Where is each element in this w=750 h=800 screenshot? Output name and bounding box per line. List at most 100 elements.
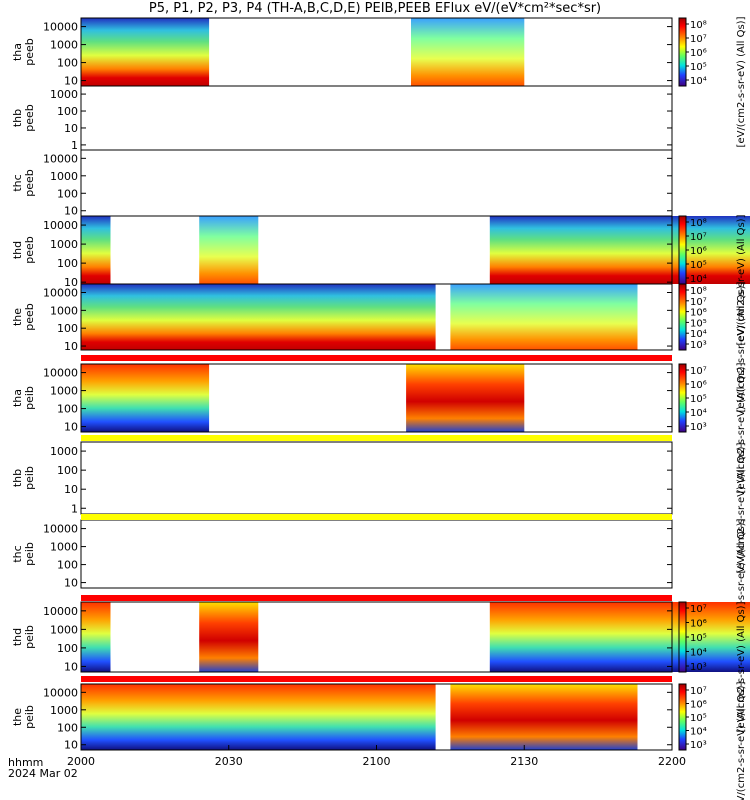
colorbar-label: [eV/(cm2-s-sr-eV) (All Qs)] [736,214,747,345]
colorbar-tick-label: 10⁶ [690,619,707,630]
y-tick-label: 10 [64,276,78,289]
y-tick-label: 100 [57,642,78,655]
y-tick-label: 10000 [43,523,78,536]
colorbar-tick-label: 10³ [690,662,707,673]
y-axis-label-probe: thb [11,109,24,127]
y-tick-label: 10 [64,340,78,353]
colorbar-tick-label: 10⁴ [690,329,707,340]
y-tick-label: 10 [64,205,78,218]
y-axis-label-instrument: peeb [23,38,36,66]
panel-frame [80,283,673,351]
colorbar-tick-label: 10⁸ [690,218,707,229]
colorbar-tick-label: 10⁴ [690,274,707,285]
y-axis-label-instrument: peib [23,625,36,649]
y-tick-label: 10000 [43,21,78,34]
y-tick-label: 10 [64,739,78,752]
y-axis-label-probe: tha [11,389,24,407]
y-tick-label: 1 [71,139,78,152]
y-tick-label: 10000 [43,686,78,699]
colorbar-tick-label: 10⁸ [690,20,707,31]
y-tick-label: 1000 [50,170,78,183]
y-tick-label: 10000 [43,219,78,232]
panel-frame [80,441,673,515]
y-tick-label: 100 [57,57,78,70]
y-axis-label-instrument: peeb [23,104,36,132]
panel-thb-peib: 1000 100 10 1 thb peib [eV/(cm2-s-sr-eV) (All … [11,441,747,573]
y-axis-label-probe: the [11,708,24,726]
panel-frame [80,363,673,433]
colorbar-tick-label: 10⁶ [690,380,707,391]
y-tick-label: 100 [57,257,78,270]
quality-flag-bar [81,355,672,361]
y-axis-label-instrument: peib [23,705,36,729]
y-tick-label: 10000 [43,367,78,380]
spectrogram-block [81,216,111,284]
y-tick-label: 10 [64,75,78,88]
y-tick-label: 1000 [50,304,78,317]
spectrogram-block [489,216,750,284]
y-tick-label: 1000 [50,39,78,52]
y-tick-label: 1 [71,502,78,515]
y-axis-label-probe: thb [11,469,24,487]
colorbar [678,363,687,433]
y-tick-label: 1000 [50,623,78,636]
spectrogram-block [450,284,638,350]
colorbar-tick-label: 10⁵ [690,633,707,644]
colorbar [678,601,687,673]
x-tick-label: 2130 [510,755,538,768]
y-axis-label-instrument: peeb [23,169,36,197]
y-tick-label: 1000 [50,385,78,398]
y-axis-label-probe: thc [11,545,24,562]
panel-frame [80,519,673,589]
colorbar-tick-label: 10⁵ [690,713,707,724]
x-tick-label: 2100 [363,755,391,768]
panel-thb-peeb: 1000 100 10 1 thb peeb [11,85,673,152]
colorbar-tick-label: 10⁷ [690,366,707,377]
colorbar-tick-label: 10⁴ [690,76,707,87]
y-tick-label: 100 [57,721,78,734]
y-tick-label: 10000 [43,605,78,618]
colorbar-tick-label: 10⁶ [690,700,707,711]
y-tick-label: 10 [64,660,78,673]
y-tick-label: 10 [64,483,78,496]
colorbar-tick-label: 10⁷ [690,232,707,243]
y-tick-label: 100 [57,403,78,416]
panel-frame [80,601,673,673]
quality-flag-bar [81,595,672,601]
colorbar-tick-label: 10⁷ [690,686,707,697]
colorbar-tick-label: 10⁶ [690,48,707,59]
quality-flag-bar [81,676,672,682]
colorbar-label: [eV/(cm2-s-sr-eV) (All Qs)] [736,442,747,573]
colorbar-tick-label: 10⁴ [690,408,707,419]
colorbar-label: [eV/(cm2-s-sr-eV) (All Qs)] [736,16,747,147]
y-tick-label: 1000 [50,704,78,717]
spectrogram-block [81,18,210,86]
y-tick-label: 1000 [50,445,78,458]
spectrogram-block [199,216,259,284]
colorbar [678,17,687,87]
y-axis-label-probe: thd [11,241,24,259]
y-tick-label: 1000 [50,88,78,101]
x-axis-label-hhmm: hhmm [8,756,44,769]
colorbar-tick-label: 10³ [690,422,707,433]
y-tick-label: 100 [57,187,78,200]
colorbar [678,283,687,351]
x-tick-label: 2200 [658,755,686,768]
chart-title: P5, P1, P2, P3, P4 (TH-A,B,C,D,E) PEIB,P… [148,1,602,16]
colorbar-tick-label: 10⁸ [690,286,707,297]
y-tick-label: 100 [57,559,78,572]
y-axis-label-instrument: peib [23,542,36,566]
colorbar-tick-label: 10⁶ [690,246,707,257]
colorbar-tick-label: 10⁷ [690,34,707,45]
y-axis-label-probe: tha [11,43,24,61]
spectrogram-block [81,684,436,750]
quality-flag-bar [81,514,672,520]
spectrogram-block [81,602,111,672]
x-axis-label-date: 2024 Mar 02 [8,767,78,780]
colorbar-tick-label: 10⁴ [690,727,707,738]
